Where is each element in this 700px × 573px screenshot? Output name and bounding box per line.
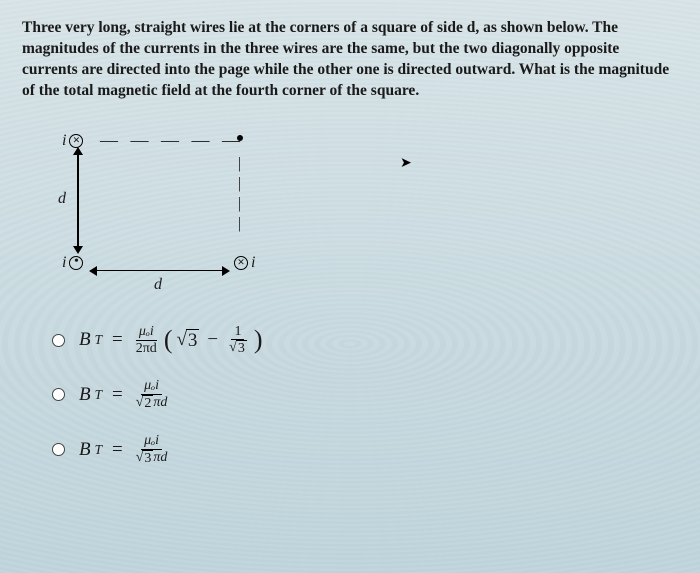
option-a[interactable]: BT = μₒi 2πd ( 3 − 1 3 ) (52, 324, 678, 357)
option-a-math: BT = μₒi 2πd ( 3 − 1 3 ) (79, 324, 263, 357)
option-b-math: BT = μₒi 2πd (79, 378, 170, 411)
arrow-right-icon (222, 266, 230, 276)
arrow-up-icon (73, 147, 83, 155)
corner-top-right (237, 135, 243, 141)
current-label-br: i (251, 254, 255, 272)
radio-c[interactable] (52, 443, 65, 456)
bottom-side-line (94, 270, 224, 272)
current-label-tl: i (62, 132, 66, 150)
into-page-icon-br (234, 256, 248, 270)
corner-bottom-left: i (62, 254, 83, 272)
side-label-bottom: d (154, 276, 162, 294)
corner-bottom-right: i (234, 254, 255, 272)
side-label-left: d (58, 190, 66, 208)
mouse-cursor: ➤ (400, 155, 412, 172)
option-c[interactable]: BT = μₒi 3πd (52, 433, 678, 466)
option-b[interactable]: BT = μₒi 2πd (52, 378, 678, 411)
option-c-math: BT = μₒi 3πd (79, 433, 170, 466)
top-dashed-side: — — — — — (100, 130, 244, 151)
into-page-icon (69, 134, 83, 148)
fourth-corner-dot (237, 135, 243, 141)
answer-options: BT = μₒi 2πd ( 3 − 1 3 ) BT = μₒi 2πd (52, 324, 678, 466)
out-of-page-icon (69, 256, 83, 270)
current-label-bl: i (62, 254, 66, 272)
left-side-line (77, 150, 79, 250)
question-text: Three very long, straight wires lie at t… (22, 18, 672, 102)
arrow-left-icon (89, 266, 97, 276)
right-dashed-side: |||| (238, 154, 241, 234)
radio-a[interactable] (52, 334, 65, 347)
square-diagram: i — — — — — |||| d i d i (62, 132, 302, 302)
radio-b[interactable] (52, 388, 65, 401)
arrow-down-icon (73, 246, 83, 254)
